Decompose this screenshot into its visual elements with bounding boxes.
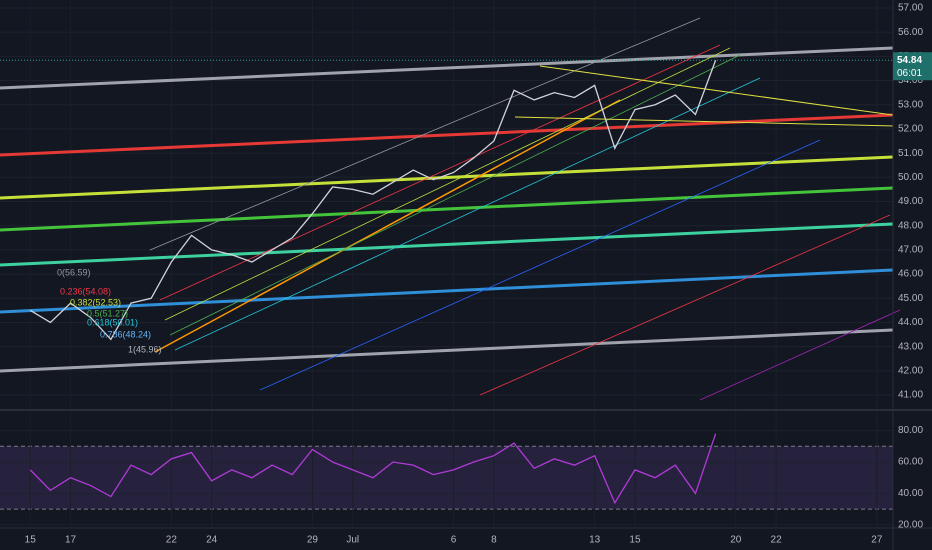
y-tick-label: 56.00	[898, 27, 923, 38]
y-tick-label: 48.00	[898, 220, 923, 231]
y-tick-label: 49.00	[898, 196, 923, 207]
triangle-line	[514, 116, 894, 127]
y-tick-label: 46.00	[898, 269, 923, 280]
x-tick-label: 29	[307, 535, 319, 546]
trend-line	[0, 328, 894, 373]
y-tick-label: 50.00	[898, 172, 923, 183]
x-tick-label: 24	[206, 535, 218, 546]
y-tick-label: 43.00	[898, 341, 923, 352]
x-tick-label: 20	[730, 535, 742, 546]
triangle-line	[539, 65, 894, 116]
x-tick-label: 17	[65, 535, 77, 546]
y-tick-label: 40.00	[898, 488, 923, 499]
x-tick-label: 8	[491, 535, 497, 546]
x-tick-label: 22	[166, 535, 178, 546]
x-tick-label: 6	[451, 535, 457, 546]
channel-line	[479, 214, 891, 396]
x-tick-label: 22	[771, 535, 783, 546]
rsi-band	[0, 446, 893, 510]
fib-label: 0(56.59)	[57, 267, 91, 277]
channel-line	[159, 44, 721, 301]
channel-line	[149, 17, 701, 251]
countdown-label: 06:01	[897, 68, 922, 79]
y-tick-label: 54.00	[898, 75, 923, 86]
y-tick-label: 80.00	[898, 425, 923, 436]
series-line	[29, 433, 717, 505]
channel-line	[164, 47, 731, 321]
channel-line	[169, 54, 741, 336]
y-tick-label: 51.00	[898, 148, 923, 159]
trend-line	[0, 222, 894, 267]
x-tick-label: 15	[25, 535, 37, 546]
x-tick-label: 15	[629, 535, 641, 546]
fib-label: 0.5(51.27)	[87, 308, 128, 318]
trend-line	[0, 186, 894, 232]
x-tick-label: Jul	[346, 535, 359, 546]
trend-line	[0, 46, 894, 90]
y-tick-label: 52.00	[898, 124, 923, 135]
y-tick-label: 60.00	[898, 457, 923, 468]
fib-label: 0.786(48.24)	[100, 329, 151, 339]
trend-line	[154, 99, 621, 353]
y-tick-label: 47.00	[898, 245, 923, 256]
price-label-bg	[893, 52, 932, 81]
y-tick-label: 42.00	[898, 365, 923, 376]
x-tick-label: 13	[589, 535, 601, 546]
channel-line	[259, 139, 821, 391]
fib-label: 0.618(50.01)	[87, 317, 138, 327]
y-tick-label: 45.00	[898, 293, 923, 304]
y-tick-label: 53.00	[898, 99, 923, 110]
channel-line	[699, 309, 901, 401]
x-tick-label: 27	[871, 535, 883, 546]
y-tick-label: 57.00	[898, 3, 923, 14]
trend-line	[0, 155, 894, 200]
y-tick-label: 20.00	[898, 519, 923, 530]
channel-line	[174, 77, 761, 351]
series-line	[29, 60, 717, 341]
fib-label: 1(45.96)	[128, 344, 162, 354]
trend-line	[0, 113, 894, 157]
y-tick-label: 41.00	[898, 390, 923, 401]
fib-label: 0.382(52.53)	[70, 297, 121, 307]
y-tick-label: 44.00	[898, 317, 923, 328]
last-price-label: 54.84	[897, 55, 922, 66]
fib-label: 0.236(54.08)	[60, 286, 111, 296]
trend-line	[0, 268, 894, 314]
